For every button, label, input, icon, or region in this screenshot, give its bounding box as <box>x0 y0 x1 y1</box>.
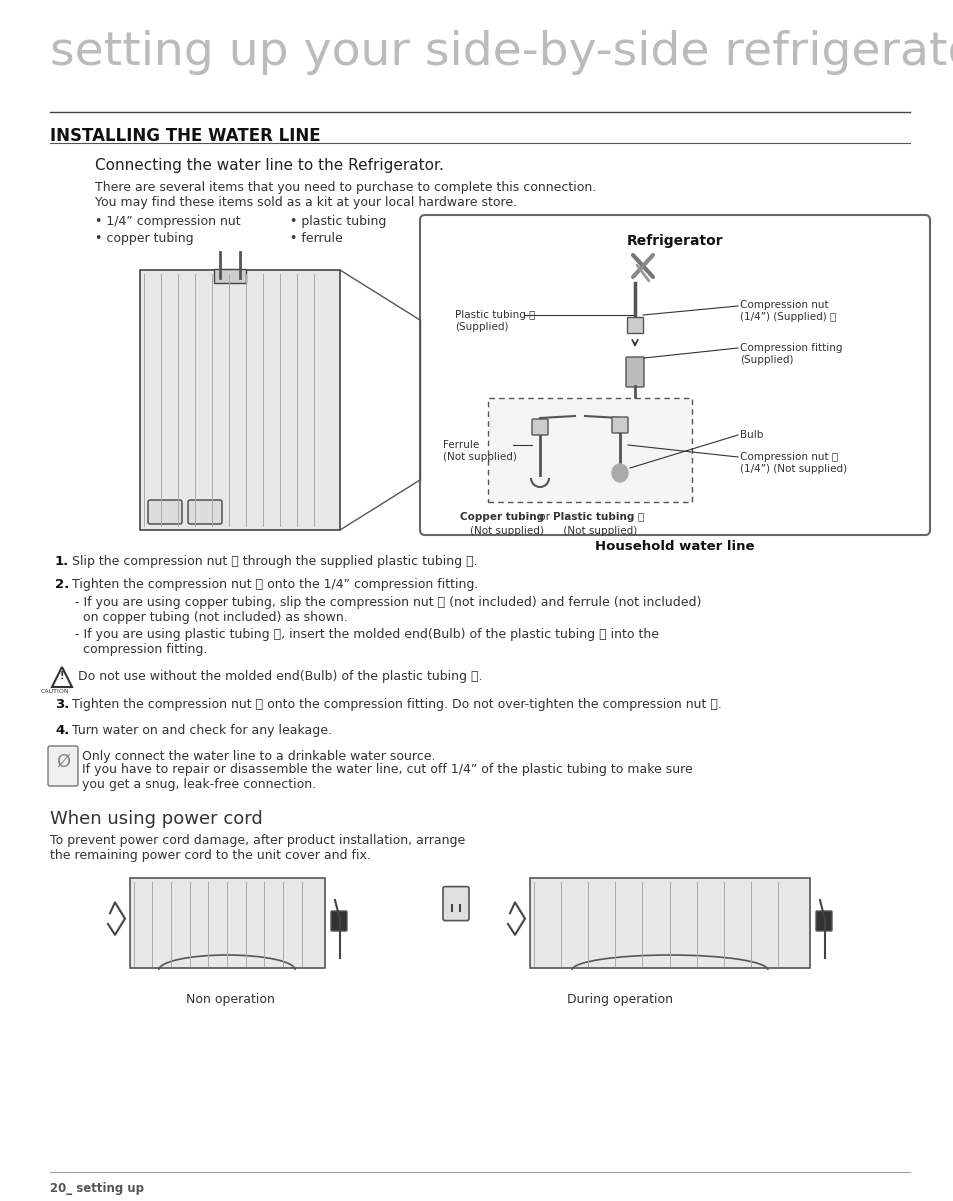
Text: Slip the compression nut Ⓐ through the supplied plastic tubing Ⓐ.: Slip the compression nut Ⓐ through the s… <box>68 555 477 568</box>
FancyBboxPatch shape <box>532 419 547 435</box>
Text: Ø: Ø <box>56 753 70 771</box>
Text: Non operation: Non operation <box>186 993 274 1006</box>
Text: Household water line: Household water line <box>595 540 754 552</box>
Text: Only connect the water line to a drinkable water source.: Only connect the water line to a drinkab… <box>82 749 435 763</box>
Text: setting up your side-by-side refrigerator: setting up your side-by-side refrigerato… <box>50 30 953 74</box>
Text: 4.: 4. <box>55 724 70 737</box>
Text: CAUTION: CAUTION <box>41 689 70 694</box>
FancyBboxPatch shape <box>612 417 627 434</box>
FancyBboxPatch shape <box>815 912 831 931</box>
Text: on copper tubing (not included) as shown.: on copper tubing (not included) as shown… <box>75 611 348 625</box>
FancyBboxPatch shape <box>188 500 222 524</box>
FancyBboxPatch shape <box>48 746 78 785</box>
Text: Copper tubing: Copper tubing <box>459 512 543 522</box>
Text: !: ! <box>60 671 64 681</box>
Text: Plastic tubing Ⓑ: Plastic tubing Ⓑ <box>553 512 643 522</box>
Text: 1.: 1. <box>55 555 70 568</box>
Text: Compression nut
(1/4”) (Supplied) Ⓐ: Compression nut (1/4”) (Supplied) Ⓐ <box>740 300 836 322</box>
FancyBboxPatch shape <box>625 357 643 387</box>
Text: (Not supplied)      (Not supplied): (Not supplied) (Not supplied) <box>470 526 637 536</box>
FancyBboxPatch shape <box>213 269 246 283</box>
Text: or: or <box>536 512 553 522</box>
FancyBboxPatch shape <box>331 912 347 931</box>
Text: • copper tubing: • copper tubing <box>95 232 193 245</box>
FancyBboxPatch shape <box>130 878 325 968</box>
Text: You may find these items sold as a kit at your local hardware store.: You may find these items sold as a kit a… <box>95 196 517 209</box>
Text: Do not use without the molded end(Bulb) of the plastic tubing Ⓒ.: Do not use without the molded end(Bulb) … <box>78 670 482 683</box>
Text: Connecting the water line to the Refrigerator.: Connecting the water line to the Refrige… <box>95 159 443 173</box>
Text: • plastic tubing: • plastic tubing <box>290 215 386 228</box>
Text: 3.: 3. <box>55 698 70 711</box>
Text: 2.: 2. <box>55 578 70 591</box>
Text: • ferrule: • ferrule <box>290 232 342 245</box>
Text: Ferrule
(Not supplied): Ferrule (Not supplied) <box>442 440 517 461</box>
FancyBboxPatch shape <box>442 886 469 921</box>
FancyBboxPatch shape <box>626 317 642 333</box>
Text: There are several items that you need to purchase to complete this connection.: There are several items that you need to… <box>95 181 596 195</box>
Text: the remaining power cord to the unit cover and fix.: the remaining power cord to the unit cov… <box>50 849 371 862</box>
Text: Compression fitting
(Supplied): Compression fitting (Supplied) <box>740 343 841 365</box>
Text: 20_ setting up: 20_ setting up <box>50 1182 144 1195</box>
Text: Compression nut Ⓑ
(1/4”) (Not supplied): Compression nut Ⓑ (1/4”) (Not supplied) <box>740 452 846 473</box>
Text: Turn water on and check for any leakage.: Turn water on and check for any leakage. <box>68 724 332 737</box>
Text: Refrigerator: Refrigerator <box>626 234 722 247</box>
FancyBboxPatch shape <box>488 398 691 502</box>
Text: - If you are using plastic tubing Ⓑ, insert the molded end(Bulb) of the plastic : - If you are using plastic tubing Ⓑ, ins… <box>75 628 659 641</box>
Ellipse shape <box>612 464 627 482</box>
FancyBboxPatch shape <box>140 270 339 530</box>
Text: you get a snug, leak-free connection.: you get a snug, leak-free connection. <box>82 778 315 791</box>
Text: To prevent power cord damage, after product installation, arrange: To prevent power cord damage, after prod… <box>50 833 465 847</box>
Text: If you have to repair or disassemble the water line, cut off 1/4” of the plastic: If you have to repair or disassemble the… <box>82 763 692 776</box>
Text: When using power cord: When using power cord <box>50 809 262 827</box>
FancyBboxPatch shape <box>419 215 929 534</box>
Text: INSTALLING THE WATER LINE: INSTALLING THE WATER LINE <box>50 127 320 145</box>
Text: During operation: During operation <box>566 993 672 1006</box>
Text: - If you are using copper tubing, slip the compression nut Ⓑ (not included) and : - If you are using copper tubing, slip t… <box>75 596 700 609</box>
Text: Tighten the compression nut Ⓒ onto the compression fitting. Do not over-tighten : Tighten the compression nut Ⓒ onto the c… <box>68 698 721 711</box>
FancyBboxPatch shape <box>148 500 182 524</box>
Text: Tighten the compression nut Ⓐ onto the 1/4” compression fitting.: Tighten the compression nut Ⓐ onto the 1… <box>68 578 477 591</box>
Text: compression fitting.: compression fitting. <box>75 643 207 656</box>
Text: Bulb: Bulb <box>740 430 762 440</box>
FancyBboxPatch shape <box>530 878 809 968</box>
Text: Plastic tubing Ⓐ
(Supplied): Plastic tubing Ⓐ (Supplied) <box>455 310 535 331</box>
Text: • 1/4” compression nut: • 1/4” compression nut <box>95 215 240 228</box>
